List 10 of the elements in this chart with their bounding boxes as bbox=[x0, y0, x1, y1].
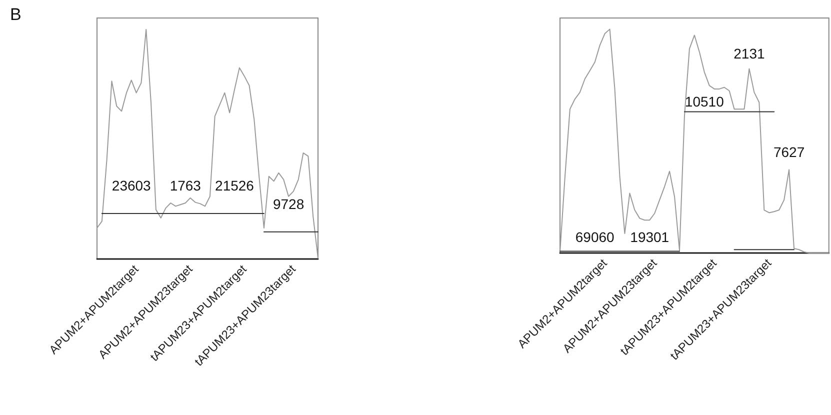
annotation: 19301 bbox=[630, 229, 670, 246]
annotation: 1763 bbox=[170, 177, 202, 194]
annotation: 2131 bbox=[734, 46, 765, 62]
annotation: 21526 bbox=[215, 177, 254, 194]
annotation: 10510 bbox=[684, 94, 724, 110]
annotation: 9728 bbox=[272, 196, 304, 212]
text: B bbox=[10, 5, 22, 24]
annotation: 7627 bbox=[773, 144, 805, 160]
annotation: 23603 bbox=[112, 177, 152, 194]
annotation: 69060 bbox=[575, 229, 615, 246]
